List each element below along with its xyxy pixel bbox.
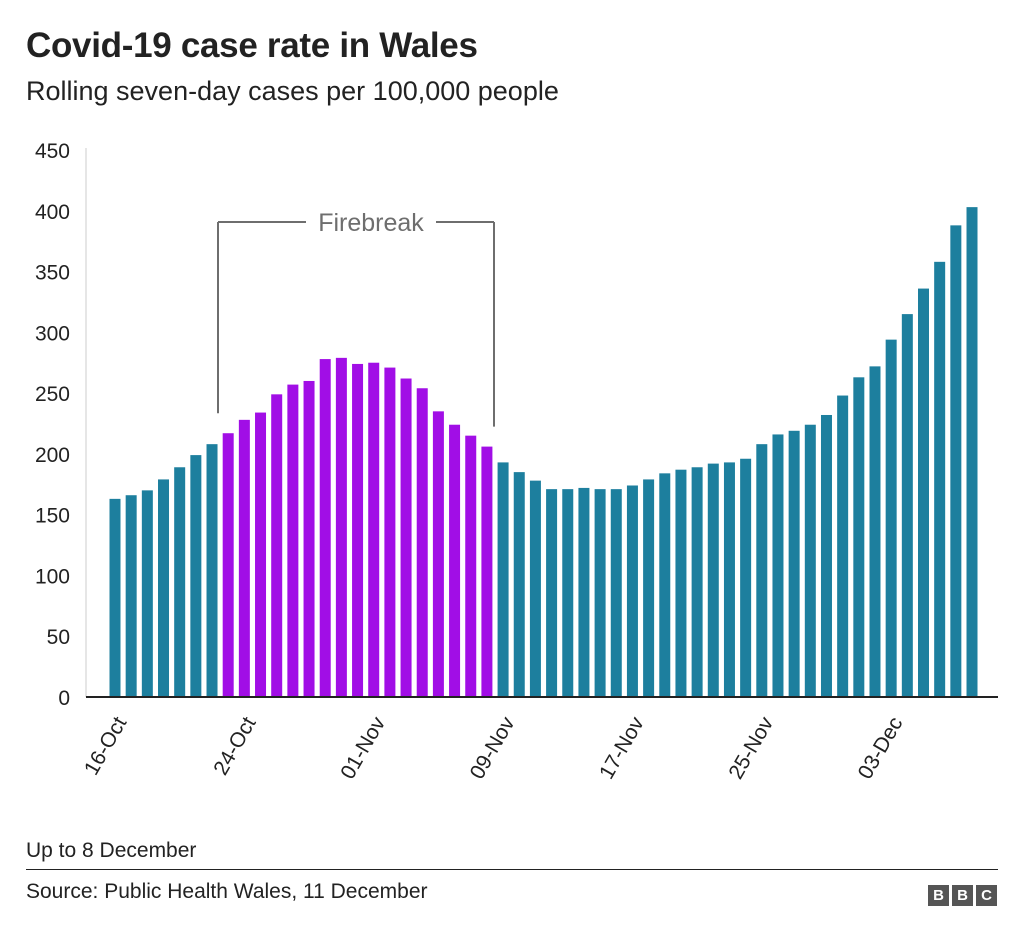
bar: [934, 261, 946, 697]
bar-firebreak: [287, 384, 299, 697]
chart-title: Covid-19 case rate in Wales: [26, 26, 478, 65]
bar: [158, 479, 170, 697]
bar: [804, 424, 816, 697]
footnote: Up to 8 December: [26, 839, 197, 862]
bbc-logo-letter: B: [928, 885, 949, 906]
bar-firebreak: [432, 411, 444, 697]
y-tick-label: 0: [58, 687, 70, 710]
y-tick-label: 200: [35, 444, 70, 467]
source-text: Source: Public Health Wales, 11 December: [26, 880, 428, 903]
bar: [885, 339, 897, 697]
y-tick-label: 300: [35, 322, 70, 345]
bar: [174, 467, 186, 697]
chart-subtitle: Rolling seven-day cases per 100,000 peop…: [26, 76, 559, 106]
y-tick-label: 350: [35, 262, 70, 285]
bar: [109, 498, 121, 697]
footer-divider: [26, 869, 998, 870]
bar: [610, 489, 622, 697]
y-tick-label: 100: [35, 565, 70, 588]
bar: [723, 462, 735, 697]
bar-firebreak: [368, 362, 380, 697]
bar: [497, 462, 509, 697]
bar: [950, 225, 962, 698]
y-axis: 0 50 100 150 200 250 300 350 400 450: [35, 140, 87, 710]
bar: [901, 314, 913, 697]
bar: [869, 366, 881, 697]
bar-firebreak: [255, 412, 267, 697]
bar: [190, 455, 202, 697]
bbc-logo: B B C: [928, 885, 997, 906]
bar: [643, 479, 655, 697]
bar: [966, 207, 978, 697]
bar-chart: 0 50 100 150 200 250 300 350 400 450 16-Oct 24-Oct…: [35, 140, 998, 784]
bar-firebreak: [465, 435, 477, 697]
x-tick-label: 09-Nov: [466, 713, 520, 784]
bar: [578, 487, 590, 697]
bar: [756, 444, 768, 697]
bar: [820, 414, 832, 697]
bar: [206, 444, 218, 697]
y-tick-label: 50: [47, 626, 70, 649]
x-tick-label: 25-Nov: [724, 713, 778, 784]
bar-firebreak: [416, 388, 428, 697]
bar: [529, 480, 541, 697]
x-tick-label: 17-Nov: [595, 713, 649, 784]
x-tick-label: 16-Oct: [80, 713, 132, 779]
bar: [659, 473, 671, 697]
bar-firebreak: [352, 363, 364, 697]
bar: [626, 485, 638, 697]
bar-firebreak: [238, 419, 250, 697]
bar: [513, 472, 525, 697]
bbc-logo-letter: C: [976, 885, 997, 906]
bar-firebreak: [319, 359, 331, 697]
bar-firebreak: [400, 378, 412, 697]
bbc-logo-letter: B: [952, 885, 973, 906]
x-tick-label: 24-Oct: [209, 713, 261, 779]
bar: [788, 430, 800, 697]
bar: [740, 458, 752, 697]
bar: [141, 490, 153, 697]
bar-firebreak: [335, 357, 347, 697]
firebreak-annotation: Firebreak: [217, 209, 495, 427]
bar-firebreak: [271, 394, 283, 697]
bar-firebreak: [303, 380, 315, 697]
bar: [125, 495, 137, 697]
y-tick-label: 400: [35, 201, 70, 224]
bar-firebreak: [222, 433, 234, 697]
x-tick-label: 03-Dec: [854, 713, 908, 783]
y-tick-label: 250: [35, 383, 70, 406]
firebreak-label: Firebreak: [318, 209, 424, 237]
x-axis: 16-Oct 24-Oct 01-Nov 09-Nov 17-Nov 25-Nov 03-D…: [80, 696, 998, 784]
bar: [691, 467, 703, 697]
bar-firebreak: [384, 367, 396, 697]
y-tick-label: 150: [35, 505, 70, 528]
bar: [546, 489, 558, 697]
bar: [772, 434, 784, 697]
bar: [918, 288, 929, 697]
x-tick-label: 01-Nov: [336, 713, 390, 784]
bars: [109, 207, 978, 698]
y-tick-label: 450: [35, 140, 70, 163]
bar: [675, 469, 687, 697]
bar: [707, 463, 719, 697]
bar: [594, 489, 606, 697]
bar-firebreak: [449, 424, 461, 697]
bar-firebreak: [481, 446, 493, 697]
bar: [837, 395, 849, 697]
bar: [562, 489, 574, 697]
bar: [853, 377, 865, 697]
